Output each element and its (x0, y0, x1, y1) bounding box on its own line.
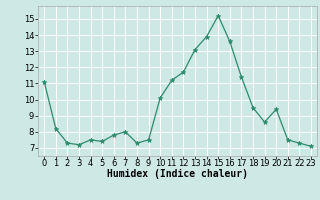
X-axis label: Humidex (Indice chaleur): Humidex (Indice chaleur) (107, 169, 248, 179)
